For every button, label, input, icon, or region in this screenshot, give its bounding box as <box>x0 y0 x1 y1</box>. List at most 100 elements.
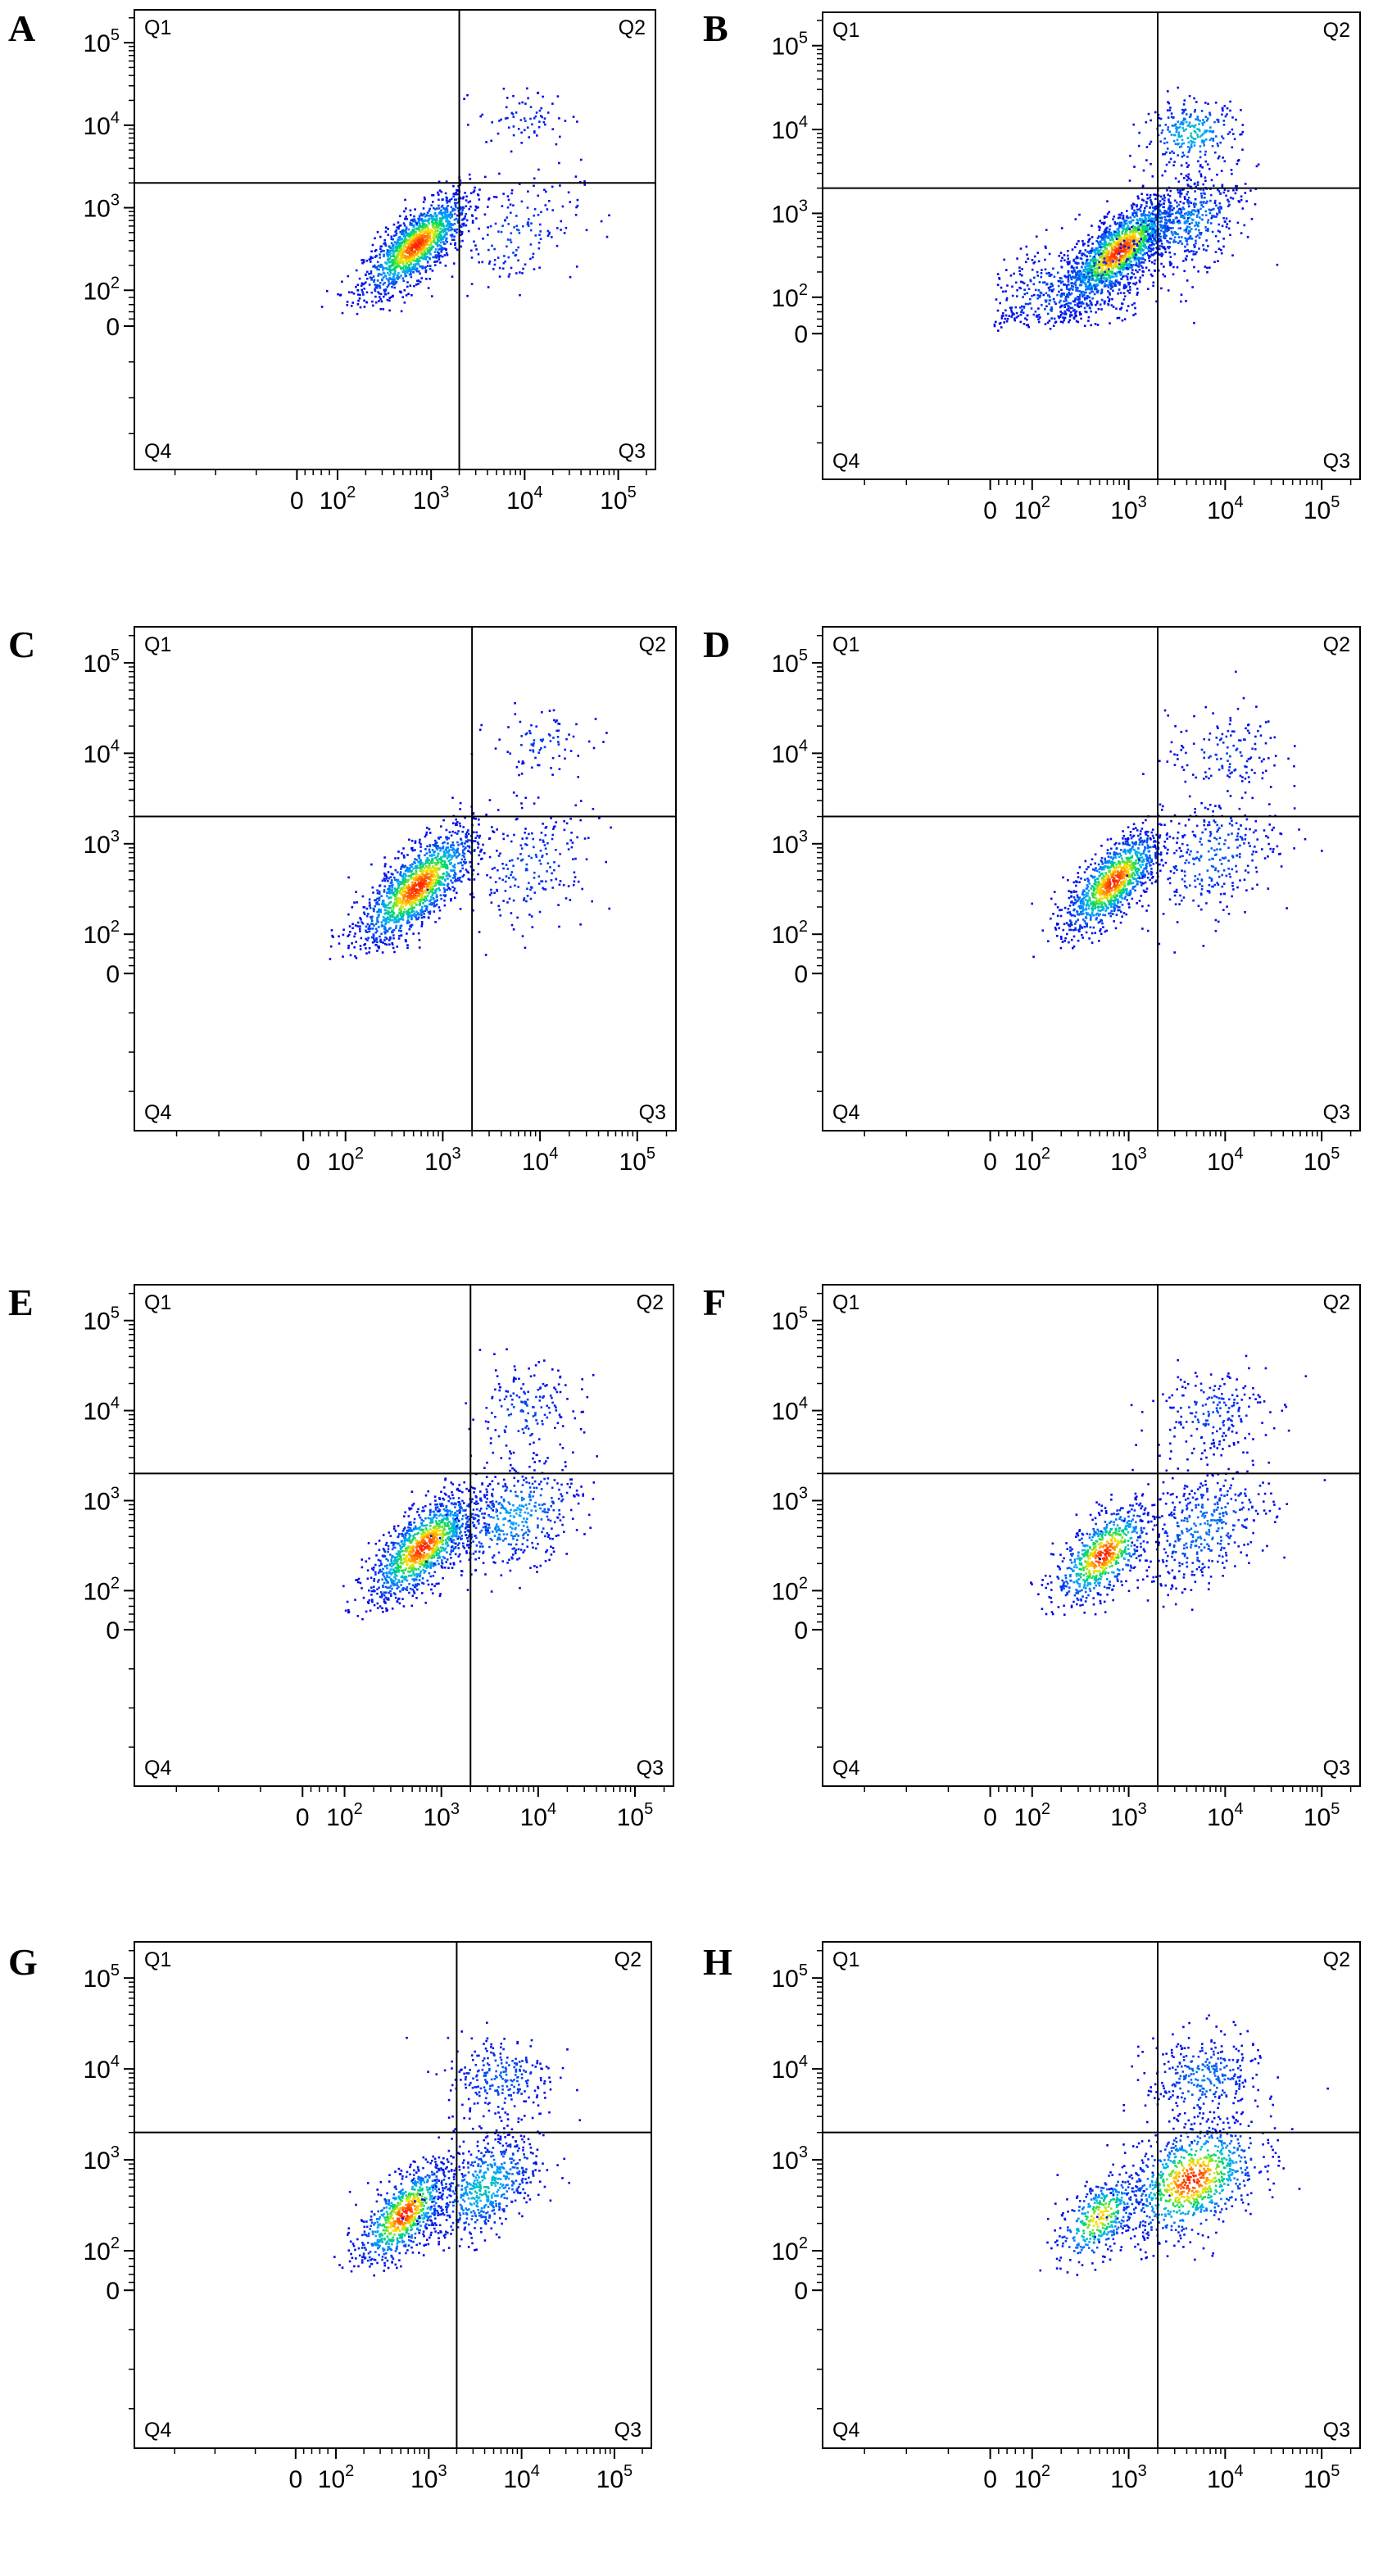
event-dot <box>379 293 383 296</box>
event-dot <box>1227 205 1230 207</box>
event-dot <box>1093 288 1096 291</box>
event-dot <box>1127 254 1130 256</box>
event-dot <box>1198 247 1200 250</box>
event-dot <box>1048 252 1051 256</box>
event-dot <box>363 299 365 302</box>
event-dot <box>1155 207 1159 210</box>
event-dot <box>1096 324 1100 326</box>
event-dot <box>1105 247 1108 250</box>
event-dot <box>1131 243 1134 246</box>
event-dot <box>420 252 424 254</box>
event-dot <box>450 197 453 201</box>
event-dot <box>422 219 424 222</box>
event-dot <box>1108 283 1111 287</box>
event-dot <box>1212 215 1215 218</box>
event-dot <box>1086 302 1088 305</box>
event-dot <box>1186 214 1190 216</box>
panel-letter-C: C <box>8 624 35 665</box>
event-dot <box>374 237 376 240</box>
event-dot <box>413 873 416 875</box>
event-dot <box>418 233 421 236</box>
event-dot <box>372 304 374 307</box>
event-dot <box>445 196 448 199</box>
event-dot <box>427 231 430 234</box>
event-dot <box>400 912 402 915</box>
event-dot <box>429 214 433 216</box>
event-dot <box>432 246 435 248</box>
event-dot <box>388 943 391 946</box>
event-dot <box>1077 320 1080 324</box>
event-dot <box>1184 108 1187 111</box>
event-dot <box>1081 252 1083 255</box>
event-dot <box>1177 236 1181 238</box>
event-dot <box>1165 234 1168 238</box>
event-dot <box>1086 269 1089 272</box>
event-dot <box>1092 270 1095 273</box>
event-dot <box>1177 143 1180 145</box>
event-dot <box>1218 223 1220 226</box>
event-dot <box>1163 265 1165 268</box>
event-dot <box>424 254 426 257</box>
event-dot <box>387 228 389 230</box>
event-dot <box>1204 229 1208 232</box>
event-dot <box>1165 151 1168 154</box>
event-dot <box>1086 265 1088 267</box>
event-dot <box>1102 251 1105 254</box>
event-dot <box>424 256 426 260</box>
event-dot <box>538 109 542 112</box>
event-dot <box>1050 317 1053 320</box>
x-tick-label: 105 <box>600 483 637 515</box>
event-dot <box>1148 256 1150 260</box>
event-dot <box>1088 296 1091 299</box>
event-dot <box>1103 257 1106 260</box>
event-dot <box>1094 285 1097 288</box>
event-dot <box>1246 236 1249 238</box>
event-dot <box>1183 196 1186 198</box>
event-dot <box>1198 232 1201 234</box>
event-dot <box>1172 134 1176 137</box>
event-dot <box>502 261 506 265</box>
event-dot <box>1061 256 1063 260</box>
event-dot <box>1159 238 1162 241</box>
event-dot <box>512 252 515 254</box>
event-dot <box>1163 215 1166 219</box>
event-dot <box>1196 128 1199 130</box>
event-dot <box>409 284 412 287</box>
event-dot <box>1122 285 1126 288</box>
event-dot <box>438 193 440 196</box>
event-dot <box>1179 201 1182 203</box>
event-dot <box>386 271 389 274</box>
event-dot <box>399 215 401 218</box>
event-dot <box>1161 227 1164 229</box>
event-dot <box>408 266 411 270</box>
event-dot <box>1096 237 1100 239</box>
event-dot <box>1217 240 1220 243</box>
event-dot <box>441 212 444 215</box>
event-dot <box>1099 243 1101 246</box>
event-dot <box>1204 102 1207 104</box>
event-dot <box>1088 306 1091 309</box>
event-dot <box>439 224 442 226</box>
event-dot <box>1136 205 1138 208</box>
event-dot <box>387 279 390 281</box>
event-dot <box>1137 225 1140 228</box>
event-dot <box>375 254 378 257</box>
event-dot <box>1125 267 1128 270</box>
event-dot <box>1140 193 1143 196</box>
event-dot <box>1213 120 1216 124</box>
event-dot <box>1134 244 1137 247</box>
event-dot <box>583 184 586 186</box>
event-dot <box>370 272 373 274</box>
event-dot <box>403 230 406 233</box>
event-dot <box>1187 231 1190 234</box>
event-dot <box>1231 254 1234 256</box>
event-dot <box>461 875 465 878</box>
event-dot <box>447 222 449 224</box>
event-dot <box>1144 259 1146 261</box>
event-dot <box>356 901 358 904</box>
event-dot <box>423 913 425 915</box>
event-dot <box>1082 295 1084 298</box>
event-dot <box>456 821 459 823</box>
event-dot <box>436 876 439 878</box>
event-dot <box>379 935 381 938</box>
